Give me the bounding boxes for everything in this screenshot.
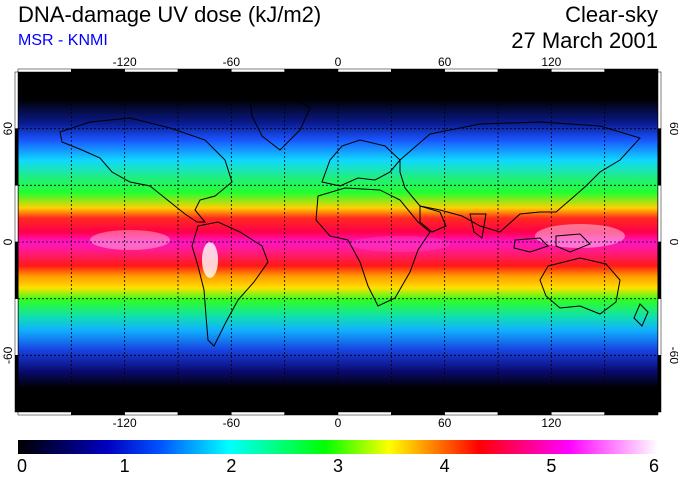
colorbar-tick-label: 5 (546, 456, 557, 476)
frame-bar (391, 68, 445, 73)
map-date: 27 March 2001 (511, 28, 658, 53)
lat-tick-label: 0 (1, 238, 15, 245)
colorbar (18, 440, 658, 454)
frame-bar (17, 68, 72, 73)
lat-tick-label: 0 (667, 239, 678, 246)
coastlines (18, 95, 658, 405)
frame-bar (177, 411, 232, 416)
lat-tick-label: -60 (667, 347, 678, 365)
lat-tick-label: -60 (1, 346, 15, 364)
frame-bar (444, 68, 499, 73)
frame-bar (14, 185, 19, 243)
frame-bar (337, 411, 392, 416)
data-source: MSR - KNMI (18, 32, 108, 49)
lat-labels-left: 60 0 -60 (1, 122, 15, 364)
frame-bar (71, 411, 125, 416)
frame-bar (444, 411, 499, 416)
frame-bar (14, 71, 19, 129)
frame-bar (657, 128, 662, 186)
lon-tick-label: 0 (335, 55, 342, 69)
frame-bar (657, 355, 662, 413)
frame-bar (17, 411, 72, 416)
colorbar-tick-label: 6 (648, 456, 660, 476)
colorbar-tick-label: 4 (439, 456, 450, 476)
frame-bar (71, 68, 125, 73)
frame-bar (497, 411, 552, 416)
frame-bar (231, 411, 285, 416)
frame-bar (124, 68, 179, 73)
lat-labels-right: 60 0 -60 (667, 122, 678, 364)
frame-bar (391, 411, 445, 416)
frame-bar (551, 68, 605, 73)
frame-bar (657, 298, 662, 356)
frame-bar (284, 68, 339, 73)
lon-tick-label: -60 (223, 416, 241, 430)
colorbar-tick-label: 3 (332, 456, 344, 476)
frame-ticks (14, 68, 662, 416)
frame-bar (604, 411, 659, 416)
frame-bar (657, 185, 662, 243)
lon-labels-top: -120 -60 0 60 120 (113, 55, 562, 69)
frame-bar (14, 128, 19, 186)
frame-bar (551, 411, 605, 416)
lon-tick-label: -120 (113, 416, 137, 430)
lon-tick-label: 120 (541, 55, 561, 69)
frame-bar (604, 68, 659, 73)
frame-bar (497, 68, 552, 73)
frame-bar (14, 241, 19, 299)
lat-tick-label: 60 (1, 122, 15, 136)
lon-labels-bottom: -120 -60 0 60 120 (113, 416, 562, 430)
lon-tick-label: 60 (438, 416, 452, 430)
frame-bar (124, 411, 179, 416)
lat-tick-label: 60 (667, 122, 678, 136)
colorbar-tick-label: 0 (16, 456, 28, 476)
lon-tick-label: -120 (113, 55, 137, 69)
colorbar-tick-label: 2 (226, 456, 237, 476)
lon-tick-label: 120 (541, 416, 561, 430)
frame-bar (14, 355, 19, 413)
lon-tick-label: -60 (223, 55, 241, 69)
lon-tick-label: 0 (335, 416, 342, 430)
frame-bar (657, 71, 662, 129)
frame-bar (177, 68, 232, 73)
frame-bar (657, 241, 662, 299)
colorbar-tick-label: 1 (119, 456, 130, 476)
sky-condition: Clear-sky (565, 2, 658, 27)
frame-bar (337, 68, 392, 73)
frame-bar (231, 68, 285, 73)
lon-tick-label: 60 (438, 55, 452, 69)
map-title: DNA-damage UV dose (kJ/m2) (18, 2, 322, 27)
frame-bar (284, 411, 339, 416)
frame-bar (14, 298, 19, 356)
